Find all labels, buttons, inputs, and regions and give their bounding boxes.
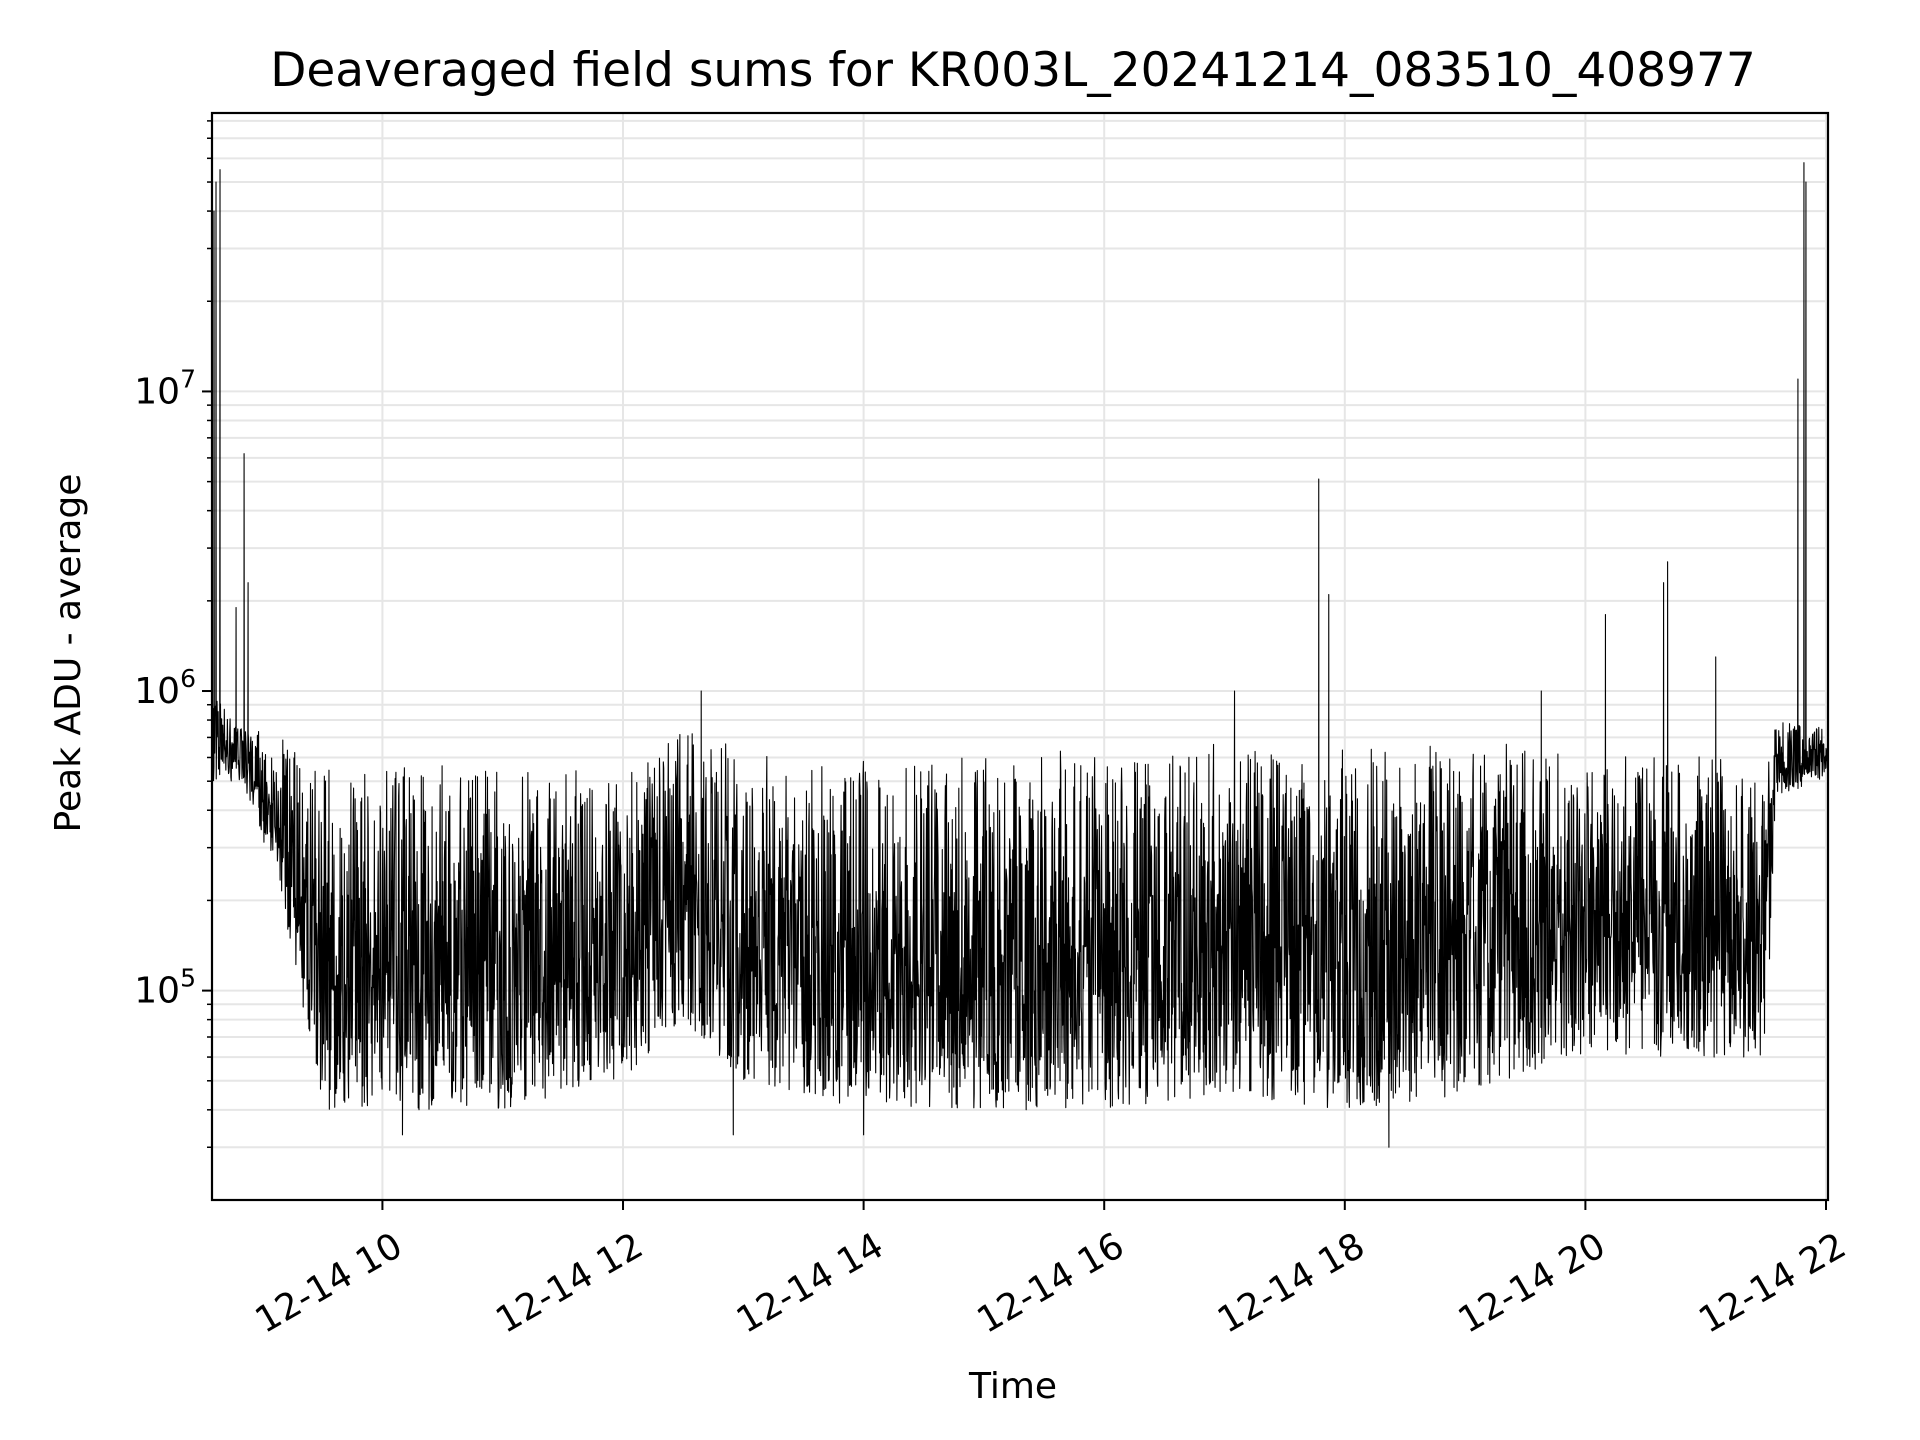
y-tick-label-base: 10 bbox=[134, 371, 180, 412]
x-axis-label: Time bbox=[968, 1366, 1057, 1407]
chart-title: Deaveraged field sums for KR003L_2024121… bbox=[270, 43, 1756, 98]
y-tick-label: 106 bbox=[134, 664, 196, 712]
y-tick-label-exponent: 6 bbox=[180, 664, 196, 693]
y-tick-label: 107 bbox=[134, 364, 196, 412]
y-tick-label-exponent: 7 bbox=[180, 364, 196, 393]
series-group bbox=[211, 162, 1829, 1148]
series-line bbox=[211, 162, 1829, 1148]
y-tick-label: 105 bbox=[134, 964, 196, 1012]
y-tick-label-exponent: 5 bbox=[180, 964, 196, 993]
y-tick-label-base: 10 bbox=[134, 671, 180, 712]
y-tick-label-base: 10 bbox=[134, 971, 180, 1012]
plot-frame bbox=[210, 111, 1830, 1202]
y-axis-label: Peak ADU - average bbox=[48, 474, 89, 833]
